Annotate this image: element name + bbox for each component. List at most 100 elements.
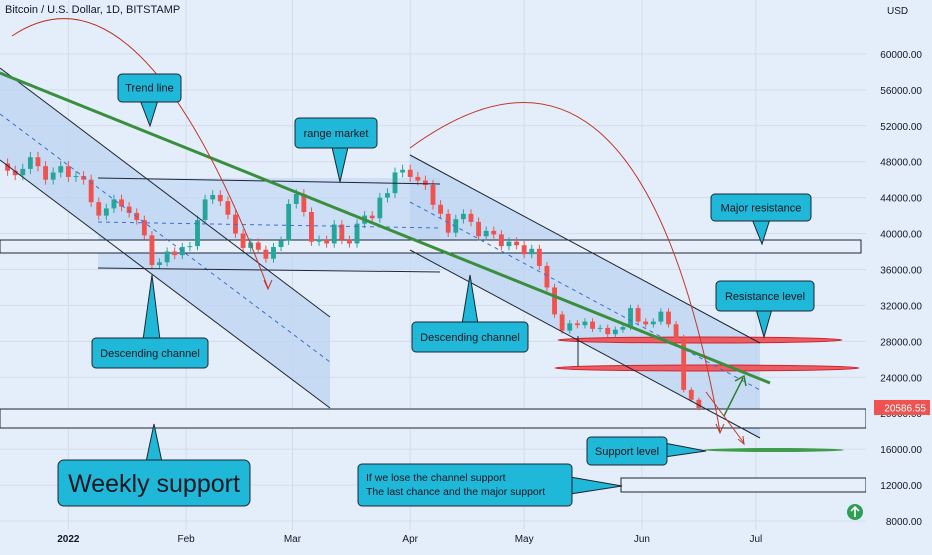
trend-line	[0, 71, 771, 385]
candle-body	[164, 251, 170, 263]
drop-arrowhead	[737, 435, 745, 446]
candle-body	[460, 213, 466, 220]
candle-body	[278, 240, 284, 248]
weekly-support-label: Weekly support	[68, 470, 240, 498]
resistance-level-label: Resistance level	[725, 291, 805, 303]
candle-body	[202, 199, 208, 221]
range-fill	[98, 178, 440, 270]
bounce-arrowhead	[734, 374, 747, 387]
candle-body	[643, 321, 649, 325]
candle-body	[476, 221, 482, 237]
channel-line-right-upper	[409, 154, 761, 344]
time-tick-label: May	[515, 534, 534, 545]
support-level-callout-tail	[663, 442, 707, 458]
candle-body	[65, 166, 71, 177]
trend-line-callout-tail	[139, 99, 159, 128]
candle-body	[369, 215, 375, 219]
weekly-support-callout	[57, 459, 251, 507]
candle-body	[187, 246, 193, 248]
candle-body	[521, 245, 527, 255]
channel-loss-line-1: If we lose the channel support	[366, 472, 506, 484]
candle-body	[339, 224, 345, 240]
candle-body	[483, 230, 489, 237]
candle-body	[628, 308, 633, 327]
time-axis: 2022 Feb Mar Apr May Jun Jul	[57, 534, 762, 545]
arrow-up-icon	[850, 505, 860, 517]
candle-body	[149, 235, 155, 265]
last-price-label: 20586.55	[884, 403, 926, 414]
candle-body	[567, 323, 573, 331]
price-tick-label: 52000.00	[880, 122, 922, 133]
candle-body	[688, 389, 694, 400]
callouts: Trend line range market Major resistance Re…	[57, 73, 815, 507]
price-tick-label: 16000.00	[880, 445, 922, 456]
candle-body	[301, 194, 307, 212]
candle-body	[157, 262, 162, 265]
support-level-label: Support level	[595, 446, 659, 458]
candle-body	[612, 329, 618, 335]
candle-body	[582, 321, 588, 326]
candle-body	[286, 203, 292, 241]
candle-body	[126, 206, 132, 213]
candle-body	[96, 202, 102, 216]
candle-body	[605, 327, 611, 335]
price-tick-label: 56000.00	[880, 86, 922, 97]
range-market-callout	[294, 117, 378, 149]
resistance-level-callout-tail	[755, 308, 773, 339]
range-bottom-line	[97, 267, 441, 273]
candle-body	[384, 193, 390, 198]
candle-body	[377, 197, 383, 219]
arrowhead-2	[715, 423, 725, 435]
major-resistance-callout	[710, 193, 812, 222]
price-tick-label: 24000.00	[880, 373, 922, 384]
candle-body	[559, 314, 565, 331]
bounce-arrow-line	[723, 377, 744, 417]
time-tick-label: 2022	[57, 534, 80, 545]
trend-line-callout	[117, 73, 182, 103]
price-axis: 60000.00 56000.00 52000.00 48000.00 44000.00…	[847, 0, 932, 550]
channel-line-left-lower	[0, 159, 331, 409]
candle-body	[696, 399, 702, 408]
candle-body	[666, 311, 671, 325]
descending-channel-left-label: Descending channel	[100, 348, 200, 360]
candle-body	[681, 337, 687, 390]
candle-body	[506, 241, 512, 247]
price-tick-label: 48000.00	[880, 158, 922, 169]
candle-body	[271, 247, 276, 259]
descending-channel-right-callout	[411, 321, 529, 353]
candle-body	[12, 170, 18, 176]
candle-body	[544, 265, 550, 288]
candle-body	[172, 251, 178, 256]
time-tick-label: Feb	[177, 534, 195, 545]
candle-body	[217, 194, 223, 202]
channel-loss-callout	[357, 463, 573, 507]
time-tick-label: Mar	[284, 534, 302, 545]
candle-body	[650, 321, 656, 325]
candle-body	[445, 213, 451, 233]
candle-body	[635, 308, 641, 322]
descending-channel-left-callout	[91, 337, 209, 369]
drawing-zones	[0, 68, 867, 493]
channel-line-right-lower	[409, 249, 761, 439]
price-tick-label: 8000.00	[886, 517, 923, 528]
candle-body	[119, 199, 124, 207]
candle-body	[574, 323, 580, 326]
candle-body	[27, 157, 33, 169]
price-tick-label: 12000.00	[880, 481, 922, 492]
candle-body	[195, 220, 200, 247]
candle-body	[597, 327, 603, 329]
candle-body	[293, 194, 299, 204]
channel-midline-left	[0, 113, 331, 363]
candle-body	[58, 166, 64, 173]
time-tick-label: Apr	[402, 534, 418, 545]
candle-body	[179, 247, 185, 256]
candle-body	[354, 223, 360, 244]
channel-line-left-upper	[0, 67, 331, 318]
trend-line-label: Trend line	[125, 83, 174, 95]
channel-loss-line-2: The last chance and the major support	[366, 486, 545, 498]
drawing-lines	[0, 18, 771, 446]
candles	[5, 151, 702, 411]
price-tick-label: 28000.00	[880, 337, 922, 348]
last-price-badge	[874, 399, 930, 415]
candle-body	[35, 157, 41, 167]
